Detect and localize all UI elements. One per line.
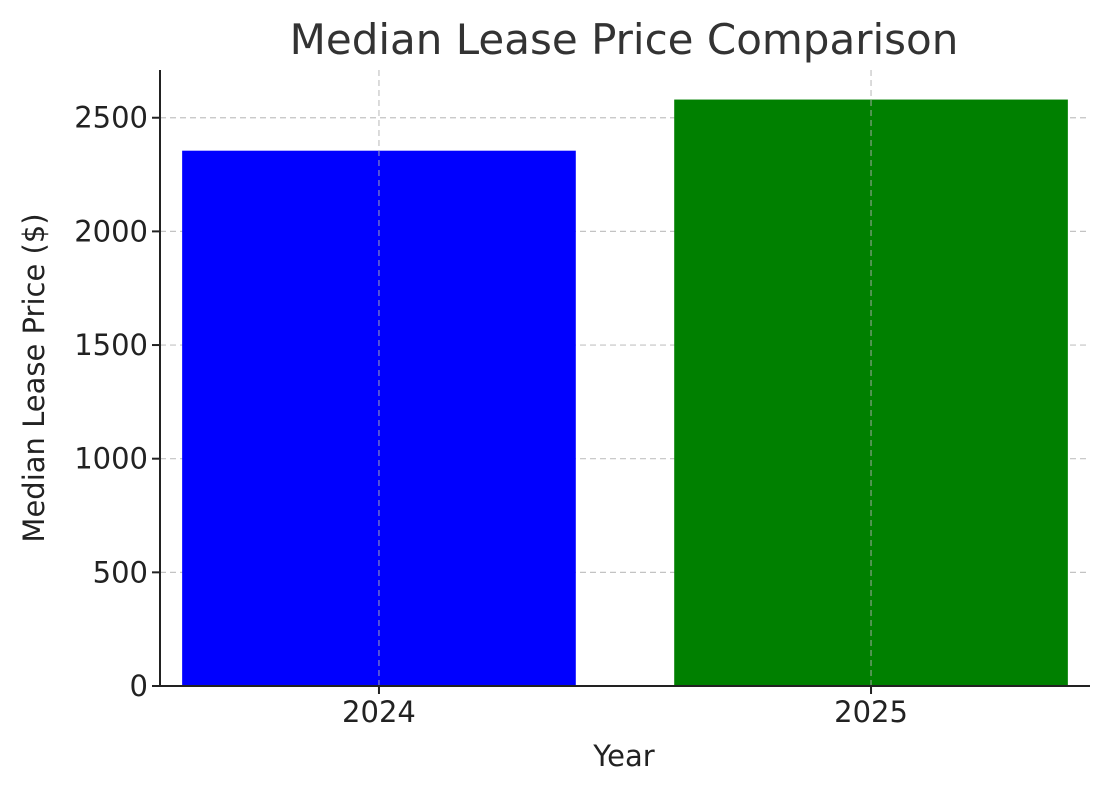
x-tick-label: 2025 — [834, 695, 908, 729]
x-tick-labels: 2024 2025 — [342, 686, 908, 729]
y-tick-label: 2500 — [74, 101, 148, 135]
bars — [182, 99, 1068, 687]
bar-2024 — [182, 150, 576, 686]
y-tick-label: 0 — [130, 669, 148, 703]
y-tick-label: 500 — [93, 555, 148, 589]
y-tick-label: 1000 — [74, 442, 148, 476]
chart-title: Median Lease Price Comparison — [290, 15, 959, 64]
axes — [159, 70, 1090, 687]
y-axis-label: Median Lease Price ($) — [17, 213, 51, 542]
vertical-grid-lines — [378, 70, 872, 686]
y-tick-labels: 0 500 1000 1500 2000 2500 — [74, 101, 160, 703]
x-tick-label: 2024 — [342, 695, 416, 729]
y-tick-label: 2000 — [74, 214, 148, 248]
x-axis-label: Year — [592, 739, 654, 773]
y-tick-label: 1500 — [74, 328, 148, 362]
